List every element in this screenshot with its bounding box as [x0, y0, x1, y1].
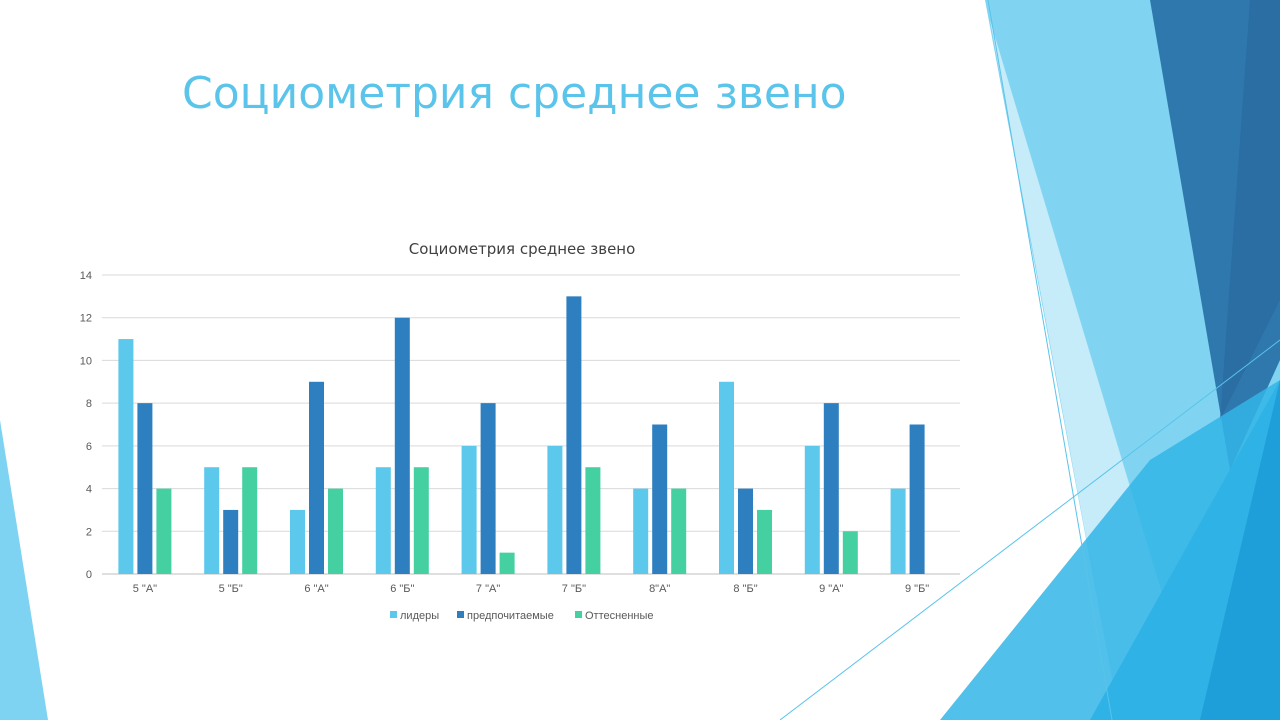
deco-line-2: [779, 339, 1280, 720]
bar-preferred: [823, 403, 839, 574]
x-tick-label: 5 "Б": [219, 583, 243, 595]
legend: лидеры предпочитаемые Оттесненные: [390, 610, 654, 622]
legend-item-preferred: предпочитаемые: [457, 610, 554, 622]
x-tick-label: 8 "Б": [733, 583, 757, 595]
x-tick-label: 9 "Б": [905, 583, 929, 595]
bar-rejected: [671, 488, 687, 574]
bar-preferred: [137, 403, 153, 574]
y-axis-ticks: 0 2 4 6 8 10 12 14: [80, 270, 92, 581]
bottom-center-shape: [940, 380, 1280, 720]
x-tick-label: 9 "А": [819, 583, 843, 595]
slide-title: Социометрия среднее звено: [182, 68, 847, 119]
y-tick-label: 8: [86, 398, 92, 410]
x-tick-label: 7 "А": [476, 583, 500, 595]
bar-rejected: [413, 467, 429, 574]
deco-line-1: [987, 0, 1113, 720]
bar-leaders: [719, 381, 734, 574]
x-tick-label: 5 "А": [133, 583, 157, 595]
bar-leaders: [204, 467, 220, 574]
legend-swatch: [575, 611, 582, 618]
y-tick-label: 0: [86, 569, 92, 581]
x-tick-label: 8"А": [649, 583, 670, 595]
legend-swatch: [390, 611, 397, 618]
bar-preferred: [909, 424, 925, 574]
y-tick-label: 2: [86, 526, 92, 538]
bar-preferred: [223, 509, 239, 574]
bar-leaders: [461, 445, 477, 574]
legend-item-leaders: лидеры: [390, 610, 439, 622]
bar-rejected: [242, 467, 258, 574]
legend-label: лидеры: [400, 610, 439, 622]
bar-leaders: [633, 488, 649, 574]
bar-leaders: [804, 445, 820, 574]
y-tick-label: 10: [80, 355, 92, 367]
legend-label: Оттесненные: [585, 610, 654, 622]
bar-leaders: [890, 488, 906, 574]
x-axis-ticks: 5 "А" 5 "Б" 6 "А" 6 "Б" 7 "А" 7 "Б" 8"А" 8 "Б" 9…: [133, 583, 930, 595]
bar-leaders: [118, 339, 134, 574]
legend-label: предпочитаемые: [467, 610, 554, 622]
bar-rejected: [585, 467, 601, 574]
chart-title: Социометрия среднее звено: [409, 240, 636, 258]
left-edge-shape: [0, 420, 48, 720]
bar-leaders: [290, 509, 305, 574]
x-tick-label: 6 "Б": [390, 583, 414, 595]
bar-rejected: [328, 488, 343, 574]
bar-preferred: [566, 296, 582, 574]
bar-rejected: [757, 509, 772, 574]
legend-swatch: [457, 611, 464, 618]
bar-leaders: [547, 445, 563, 574]
bar-preferred: [480, 403, 496, 574]
y-tick-label: 6: [86, 441, 92, 453]
y-tick-label: 4: [86, 484, 92, 496]
bar-preferred: [652, 424, 668, 574]
legend-item-rejected: Оттесненные: [575, 610, 654, 622]
bar-rejected: [842, 531, 858, 574]
right-panel-mid: [1220, 0, 1280, 420]
bar-rejected: [499, 552, 515, 574]
bar-preferred: [738, 488, 753, 574]
y-tick-label: 12: [80, 313, 92, 325]
x-tick-label: 6 "А": [304, 583, 328, 595]
bar-preferred: [394, 317, 410, 574]
bar-rejected: [156, 488, 172, 574]
y-tick-label: 14: [80, 270, 92, 282]
bar-preferred: [309, 381, 324, 574]
bars: [118, 296, 925, 574]
x-tick-label: 7 "Б": [562, 583, 586, 595]
bar-leaders: [375, 467, 391, 574]
bar-chart: Социометрия среднее звено 0 2 4 6 8 10 12 14 5 …: [80, 240, 960, 622]
